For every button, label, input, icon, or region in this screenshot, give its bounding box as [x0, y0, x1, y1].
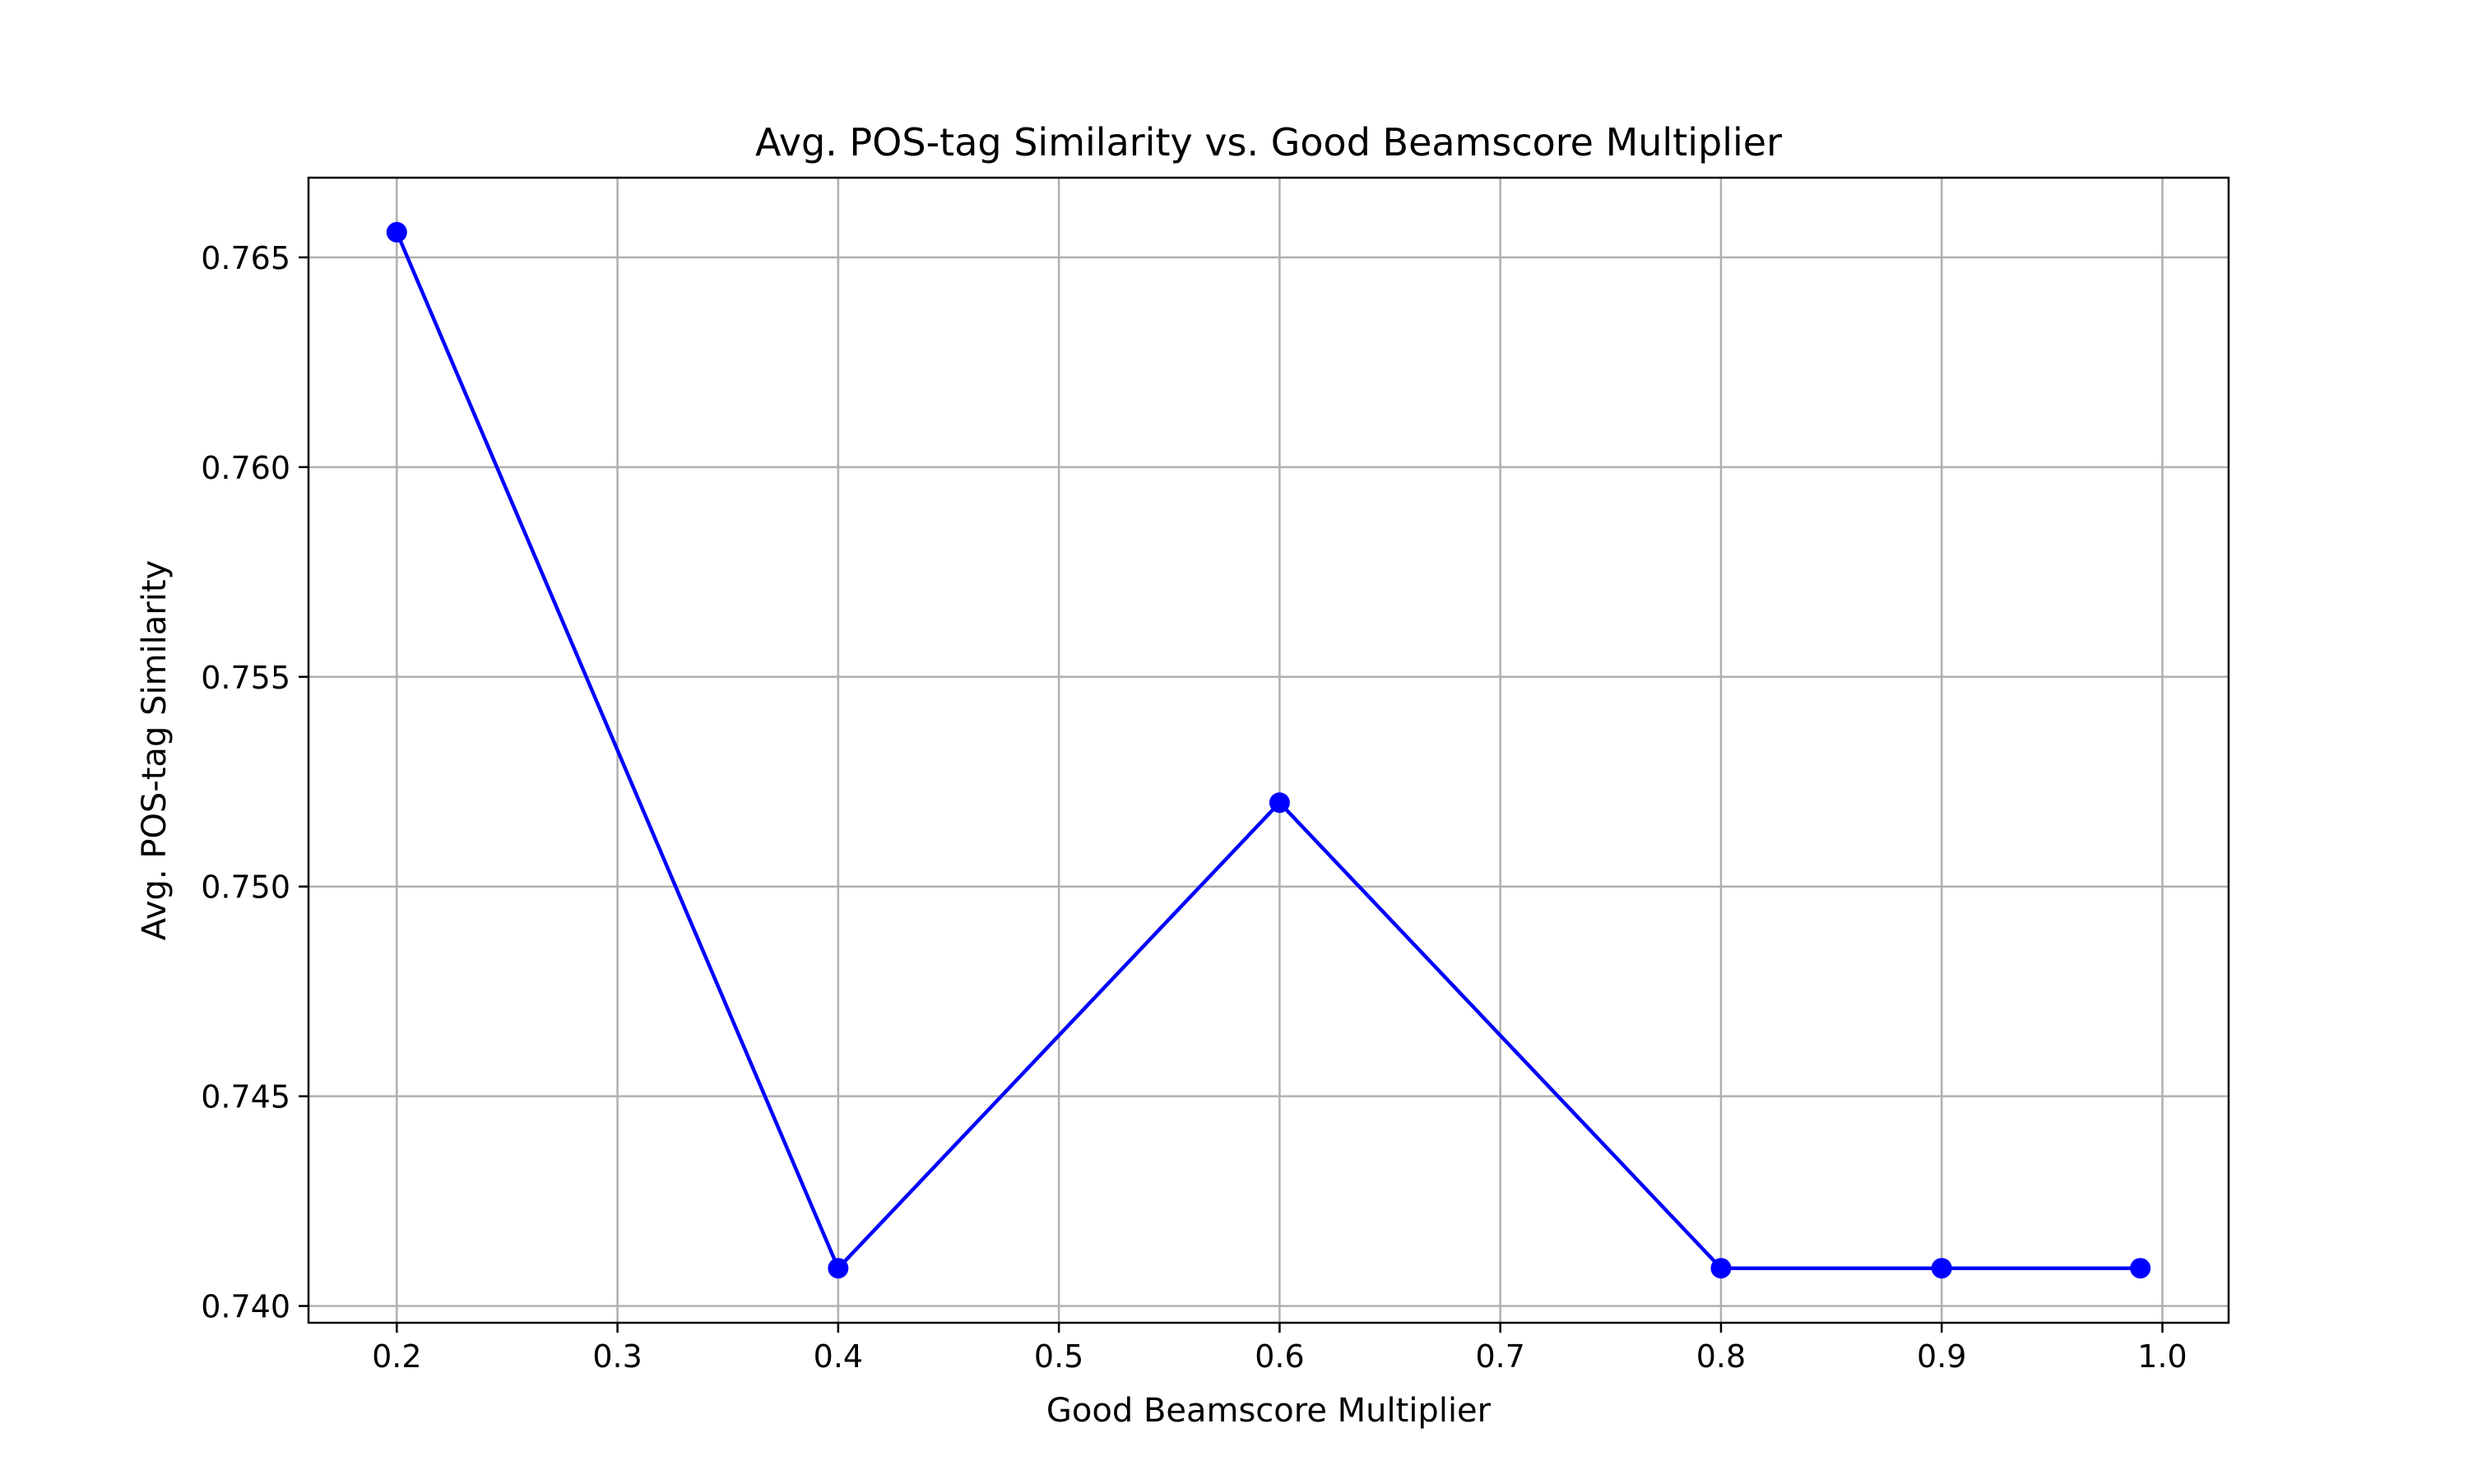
x-axis-label: Good Beamscore Multiplier: [1046, 1392, 1491, 1430]
x-tick-label: 0.2: [372, 1338, 421, 1375]
y-axis-label: Avg. POS-tag Similarity: [136, 560, 174, 940]
y-tick-label: 0.740: [201, 1289, 290, 1325]
x-tick-label: 0.3: [592, 1338, 642, 1375]
x-axis-ticks: 0.2 0.3 0.4 0.5 0.6 0.7 0.8 0.9 1.0: [372, 1323, 2187, 1375]
y-tick-label: 0.765: [201, 240, 290, 276]
grid: [308, 178, 2229, 1323]
x-tick-label: 0.7: [1475, 1338, 1524, 1375]
y-tick-label: 0.760: [201, 450, 290, 486]
x-tick-label: 0.4: [814, 1338, 863, 1375]
plot-frame: [307, 176, 2230, 1324]
x-tick-label: 1.0: [2137, 1338, 2187, 1375]
data-point: [1269, 792, 1290, 814]
data-point: [2130, 1258, 2151, 1279]
series-line: [395, 231, 2141, 1270]
x-tick-label: 0.6: [1255, 1338, 1304, 1375]
data-point: [1931, 1258, 1952, 1279]
data-point: [386, 221, 407, 243]
x-tick-label: 0.8: [1696, 1338, 1746, 1375]
chart-title: Avg. POS-tag Similarity vs. Good Beamsco…: [755, 120, 1782, 165]
data-point: [828, 1258, 849, 1279]
data-point: [1710, 1258, 1732, 1279]
x-tick-label: 0.9: [1917, 1338, 1966, 1375]
y-tick-label: 0.750: [201, 870, 290, 906]
x-tick-label: 0.5: [1034, 1338, 1083, 1375]
y-tick-label: 0.745: [201, 1079, 290, 1115]
y-tick-label: 0.755: [201, 660, 290, 696]
y-axis-ticks: 0.740 0.745 0.750 0.755 0.760 0.765: [201, 240, 308, 1325]
series-layer: [386, 221, 2151, 1279]
